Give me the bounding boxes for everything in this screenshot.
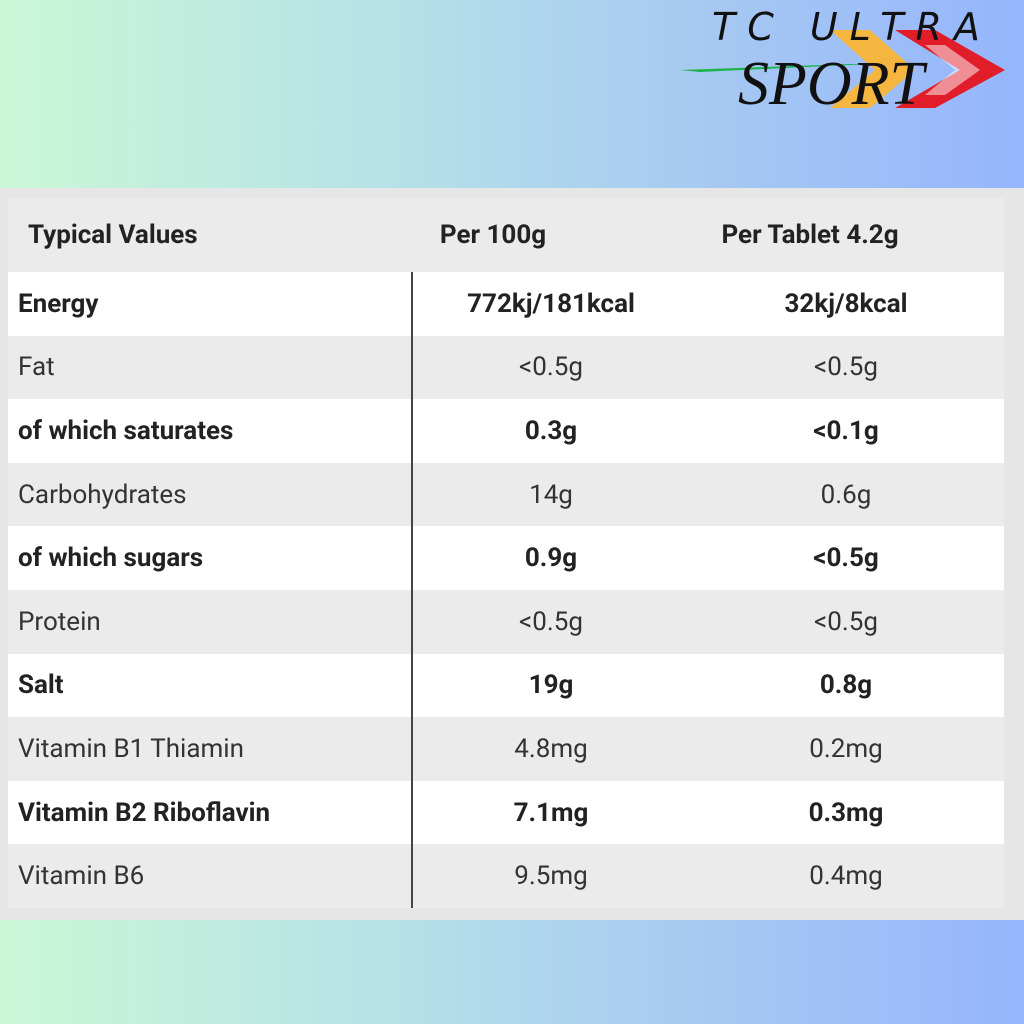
table-cell: 0.3g [524, 415, 578, 446]
table-cell: 7.1mg [513, 797, 589, 828]
table-cell: Salt [18, 670, 64, 701]
table-cell: Protein [18, 606, 101, 637]
header-cell: Typical Values [28, 220, 198, 250]
logo-streak [680, 64, 870, 72]
table-cell: 0.8g [819, 670, 873, 701]
header-cell: Per Tablet 4.2g [721, 220, 899, 250]
table-row: Vitamin B2 Riboflavin 7.1mg 0.3mg [8, 781, 1004, 845]
table-cell: Energy [18, 288, 99, 319]
table-cell: 0.9g [524, 543, 578, 574]
table-row: Fat <0.5g <0.5g [8, 335, 1004, 400]
header-cell: Per 100g [439, 220, 547, 250]
table-cell: 9.5mg [514, 861, 588, 892]
table-cell: of which saturates [18, 415, 234, 446]
nutrition-table: Typical Values Per 100g Per Tablet 4.2g Ene… [8, 198, 1004, 908]
table-row: of which saturates 0.3g <0.1g [8, 399, 1004, 463]
table-cell: <0.5g [814, 606, 878, 637]
header-row: Typical Values Per 100g Per Tablet 4.2g [8, 198, 1004, 272]
logo: TC ULTRA SPORT [680, 5, 1005, 118]
table-row: Energy 772kj/181kcal 32kj/8kcal [8, 272, 1004, 336]
table-cell: Fat [18, 352, 55, 383]
table-cell: <0.5g [813, 543, 879, 574]
table-cell: 4.8mg [514, 733, 588, 764]
table-row: Vitamin B6 9.5mg 0.4mg [8, 844, 1004, 908]
table-cell: 32kj/8kcal [784, 288, 908, 319]
logo-line2: SPORT [738, 50, 929, 118]
table-row: of which sugars 0.9g <0.5g [8, 526, 1004, 590]
table-cell: 0.6g [820, 479, 872, 510]
table-cell: 19g [528, 670, 574, 701]
table-cell: <0.5g [519, 606, 583, 637]
table-cell: 772kj/181kcal [467, 288, 635, 319]
logo-chevron [830, 30, 915, 108]
table-row: Carbohydrates 14g 0.6g [8, 462, 1004, 527]
table-cell: <0.1g [813, 415, 879, 446]
logo-line1: TC ULTRA [712, 5, 992, 49]
table-cell: Carbohydrates [18, 479, 187, 510]
table-cell: 0.2mg [809, 733, 883, 764]
table-row: Vitamin B1 Thiamin 4.8mg 0.2mg [8, 717, 1004, 781]
table-cell: Vitamin B6 [18, 861, 145, 892]
column-divider [411, 272, 413, 908]
table-cell: <0.5g [814, 352, 878, 383]
table-row: Protein <0.5g <0.5g [8, 590, 1004, 654]
table-cell: Vitamin B1 Thiamin [18, 733, 244, 764]
table-cell: of which sugars [18, 543, 204, 574]
table-cell: 0.3mg [808, 797, 884, 828]
table-cell: <0.5g [519, 352, 583, 383]
table-cell: 0.4mg [809, 861, 883, 892]
table-cell: 14g [529, 479, 573, 510]
logo-chevron [895, 30, 1005, 108]
table-cell: Vitamin B2 Riboflavin [18, 797, 271, 828]
logo-chevron-highlight [925, 45, 980, 95]
table-row: Salt 19g 0.8g [8, 654, 1004, 718]
